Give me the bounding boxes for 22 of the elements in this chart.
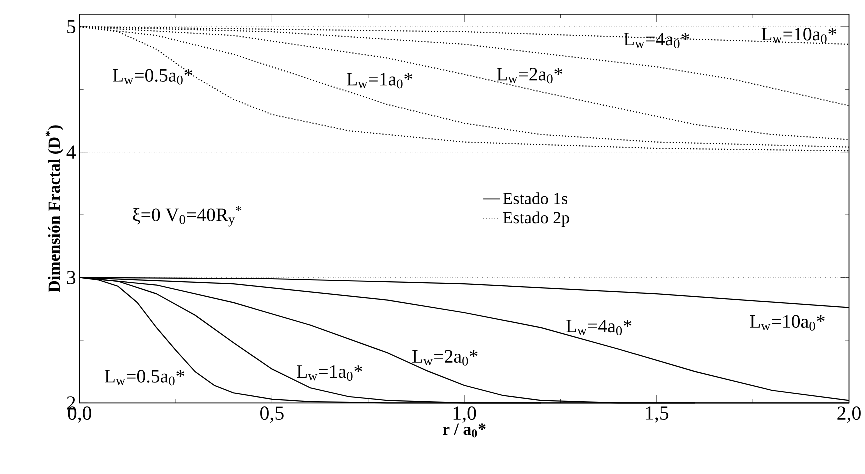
annotation: L$_{w}$=0.5a$_{0}$* <box>105 370 184 386</box>
y-tick-label: 3 <box>67 271 76 284</box>
y-axis-title: Dimensión Fractal (D$^{*}$) <box>46 126 64 292</box>
annotation: L$_{w}$=4a$_{0}$* <box>624 33 690 49</box>
x-tick-label: 2,0 <box>838 406 861 423</box>
y-tick-label: 4 <box>66 146 76 159</box>
annotation: L$_{w}$=2a$_{0}$* <box>497 68 562 84</box>
x-tick-label: 1,5 <box>646 406 669 423</box>
annotation: L$_{w}$=2a$_{0}$* <box>412 350 478 366</box>
x-axis-title: r / a$_{0}$* <box>443 424 486 438</box>
x-tick-label: 0,5 <box>260 406 284 423</box>
annotation: L$_{w}$=1a$_{0}$* <box>297 366 362 381</box>
annotation: ξ=0 V$_{0}$=40R$_{y}$* <box>133 206 242 227</box>
annotation: L$_{w}$=10a$_{0}$* <box>762 28 836 44</box>
legend-label: Estado 1s <box>503 192 568 204</box>
annotation: L$_{w}$=1a$_{0}$* <box>347 73 412 89</box>
legend-label: Estado 2p <box>503 212 570 228</box>
x-tick-label: 1,0 <box>454 406 476 423</box>
annotation: L$_{w}$=4a$_{0}$* <box>566 320 632 336</box>
annotation: L$_{w}$=10a$_{0}$* <box>750 315 825 331</box>
annotation: L$_{w}$=0.5a$_{0}$* <box>113 69 192 85</box>
y-tick-label: 5 <box>68 20 76 34</box>
